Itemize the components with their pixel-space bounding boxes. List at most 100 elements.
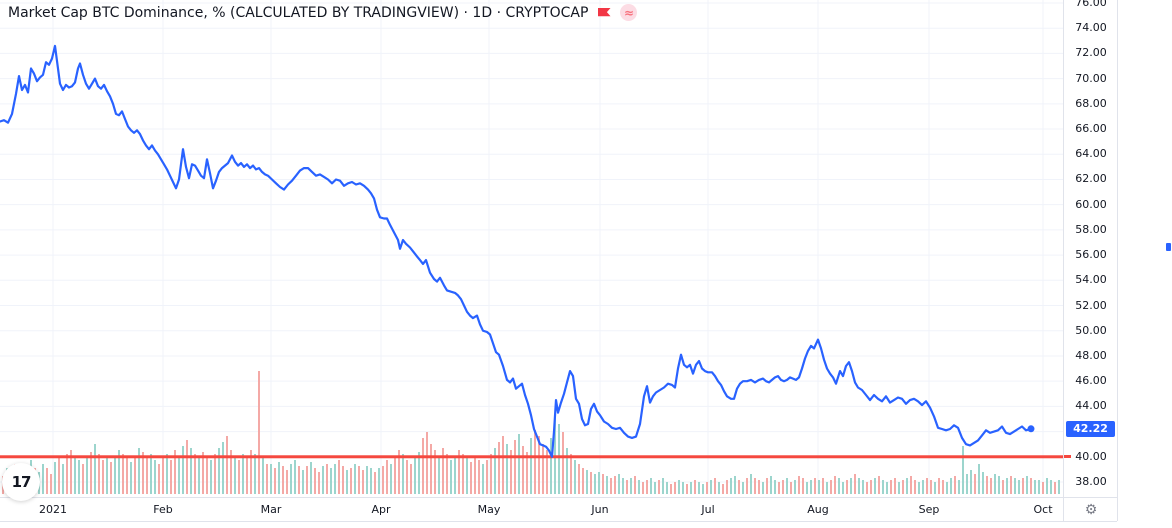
volume-bar (218, 448, 220, 494)
volume-bar (138, 448, 140, 494)
volume-bar (598, 472, 600, 494)
volume-bar (602, 474, 604, 494)
price-tick-label: 66.00 (1075, 122, 1107, 136)
volume-bar (410, 464, 412, 494)
volume-bar (634, 476, 636, 494)
volume-bar (442, 448, 444, 494)
volume-bar (266, 464, 268, 494)
volume-bar (74, 456, 76, 494)
volume-bar (214, 454, 216, 494)
volume-bar (862, 480, 864, 494)
volume-bar (354, 464, 356, 494)
horizontal-price-line (0, 455, 1063, 459)
price-tick-label: 76.00 (1075, 0, 1107, 9)
volume-bar (630, 478, 632, 494)
volume-bar (646, 480, 648, 494)
volume-bar (446, 454, 448, 494)
volume-bar (170, 460, 172, 494)
volume-bar (806, 482, 808, 494)
volume-bar (234, 456, 236, 494)
volume-bar (638, 480, 640, 494)
tradingview-logo-glyph: 17 (11, 473, 32, 491)
volume-bar (66, 454, 68, 494)
chart-plot-area[interactable] (0, 0, 1063, 494)
volume-bar (818, 480, 820, 494)
volume-bar (554, 416, 556, 494)
volume-bar (150, 454, 152, 494)
volume-bar (1058, 480, 1060, 494)
volume-bar (902, 480, 904, 494)
axis-right-border (1117, 0, 1118, 521)
price-tick-label: 60.00 (1075, 197, 1107, 211)
volume-bar (62, 464, 64, 494)
volume-bar (134, 456, 136, 494)
volume-bar (654, 482, 656, 494)
volume-bar (430, 444, 432, 494)
volume-bar (890, 480, 892, 494)
volume-bar (978, 464, 980, 494)
volume-bar (194, 454, 196, 494)
price-tick-label: 46.00 (1075, 374, 1107, 388)
volume-bar (386, 460, 388, 494)
volume-bar (390, 464, 392, 494)
volume-bar (434, 450, 436, 494)
volume-bar (726, 480, 728, 494)
volume-bar (938, 478, 940, 494)
volume-bar (206, 456, 208, 494)
volume-bar (258, 371, 260, 494)
volume-bar (1042, 482, 1044, 494)
volume-bar (742, 482, 744, 494)
volume-bar (154, 460, 156, 494)
volume-bar (790, 482, 792, 494)
volume-bar (126, 458, 128, 494)
volume-bar (1054, 482, 1056, 494)
volume-bar (422, 438, 424, 494)
volume-bar (286, 470, 288, 494)
volume-bar (698, 482, 700, 494)
volume-bar (622, 478, 624, 494)
volume-bar (690, 482, 692, 494)
volume-bar (802, 478, 804, 494)
approx-icon[interactable]: ≈ (620, 4, 638, 21)
flag-icon[interactable] (595, 5, 613, 21)
price-tick-label: 72.00 (1075, 46, 1107, 60)
volume-bar (710, 480, 712, 494)
volume-bar (250, 450, 252, 494)
price-tick-label: 52.00 (1075, 298, 1107, 312)
volume-bar (894, 478, 896, 494)
chart-legend: Market Cap BTC Dominance, % (CALCULATED … (8, 4, 638, 21)
dominance-line (0, 44, 1033, 458)
volume-bar (382, 466, 384, 494)
price-axis[interactable]: 38.0040.0042.0044.0046.0048.0050.0052.00… (1063, 0, 1118, 497)
volume-bar (950, 478, 952, 494)
volume-bar (558, 424, 560, 494)
volume-bar (334, 464, 336, 494)
volume-bar (274, 468, 276, 494)
volume-bar (222, 442, 224, 494)
volume-bar (594, 474, 596, 494)
volume-bar (118, 450, 120, 494)
volume-bar (722, 484, 724, 494)
time-axis[interactable]: ⚙ 2021 Feb Mar Apr May Jun Jul Aug Sep Oct (0, 497, 1117, 522)
volume-bar (526, 452, 528, 494)
price-tick-label: 56.00 (1075, 248, 1107, 262)
price-tick-label: 38.00 (1075, 474, 1107, 488)
volume-bar (850, 478, 852, 494)
volume-bar (986, 476, 988, 494)
volume-bar (462, 454, 464, 494)
volume-bar (282, 466, 284, 494)
gear-icon[interactable]: ⚙ (1084, 501, 1098, 518)
volume-bar (158, 464, 160, 494)
volume-bar (98, 454, 100, 494)
volume-bar (242, 454, 244, 494)
volume-bar (394, 456, 396, 494)
hline-axis-marker (1064, 455, 1071, 459)
volume-bar (1022, 478, 1024, 494)
tradingview-logo[interactable]: 17 (2, 463, 40, 501)
volume-bar (974, 474, 976, 494)
volume-bar (506, 444, 508, 494)
volume-bar (666, 482, 668, 494)
volume-bar (866, 482, 868, 494)
volume-bar (162, 458, 164, 494)
